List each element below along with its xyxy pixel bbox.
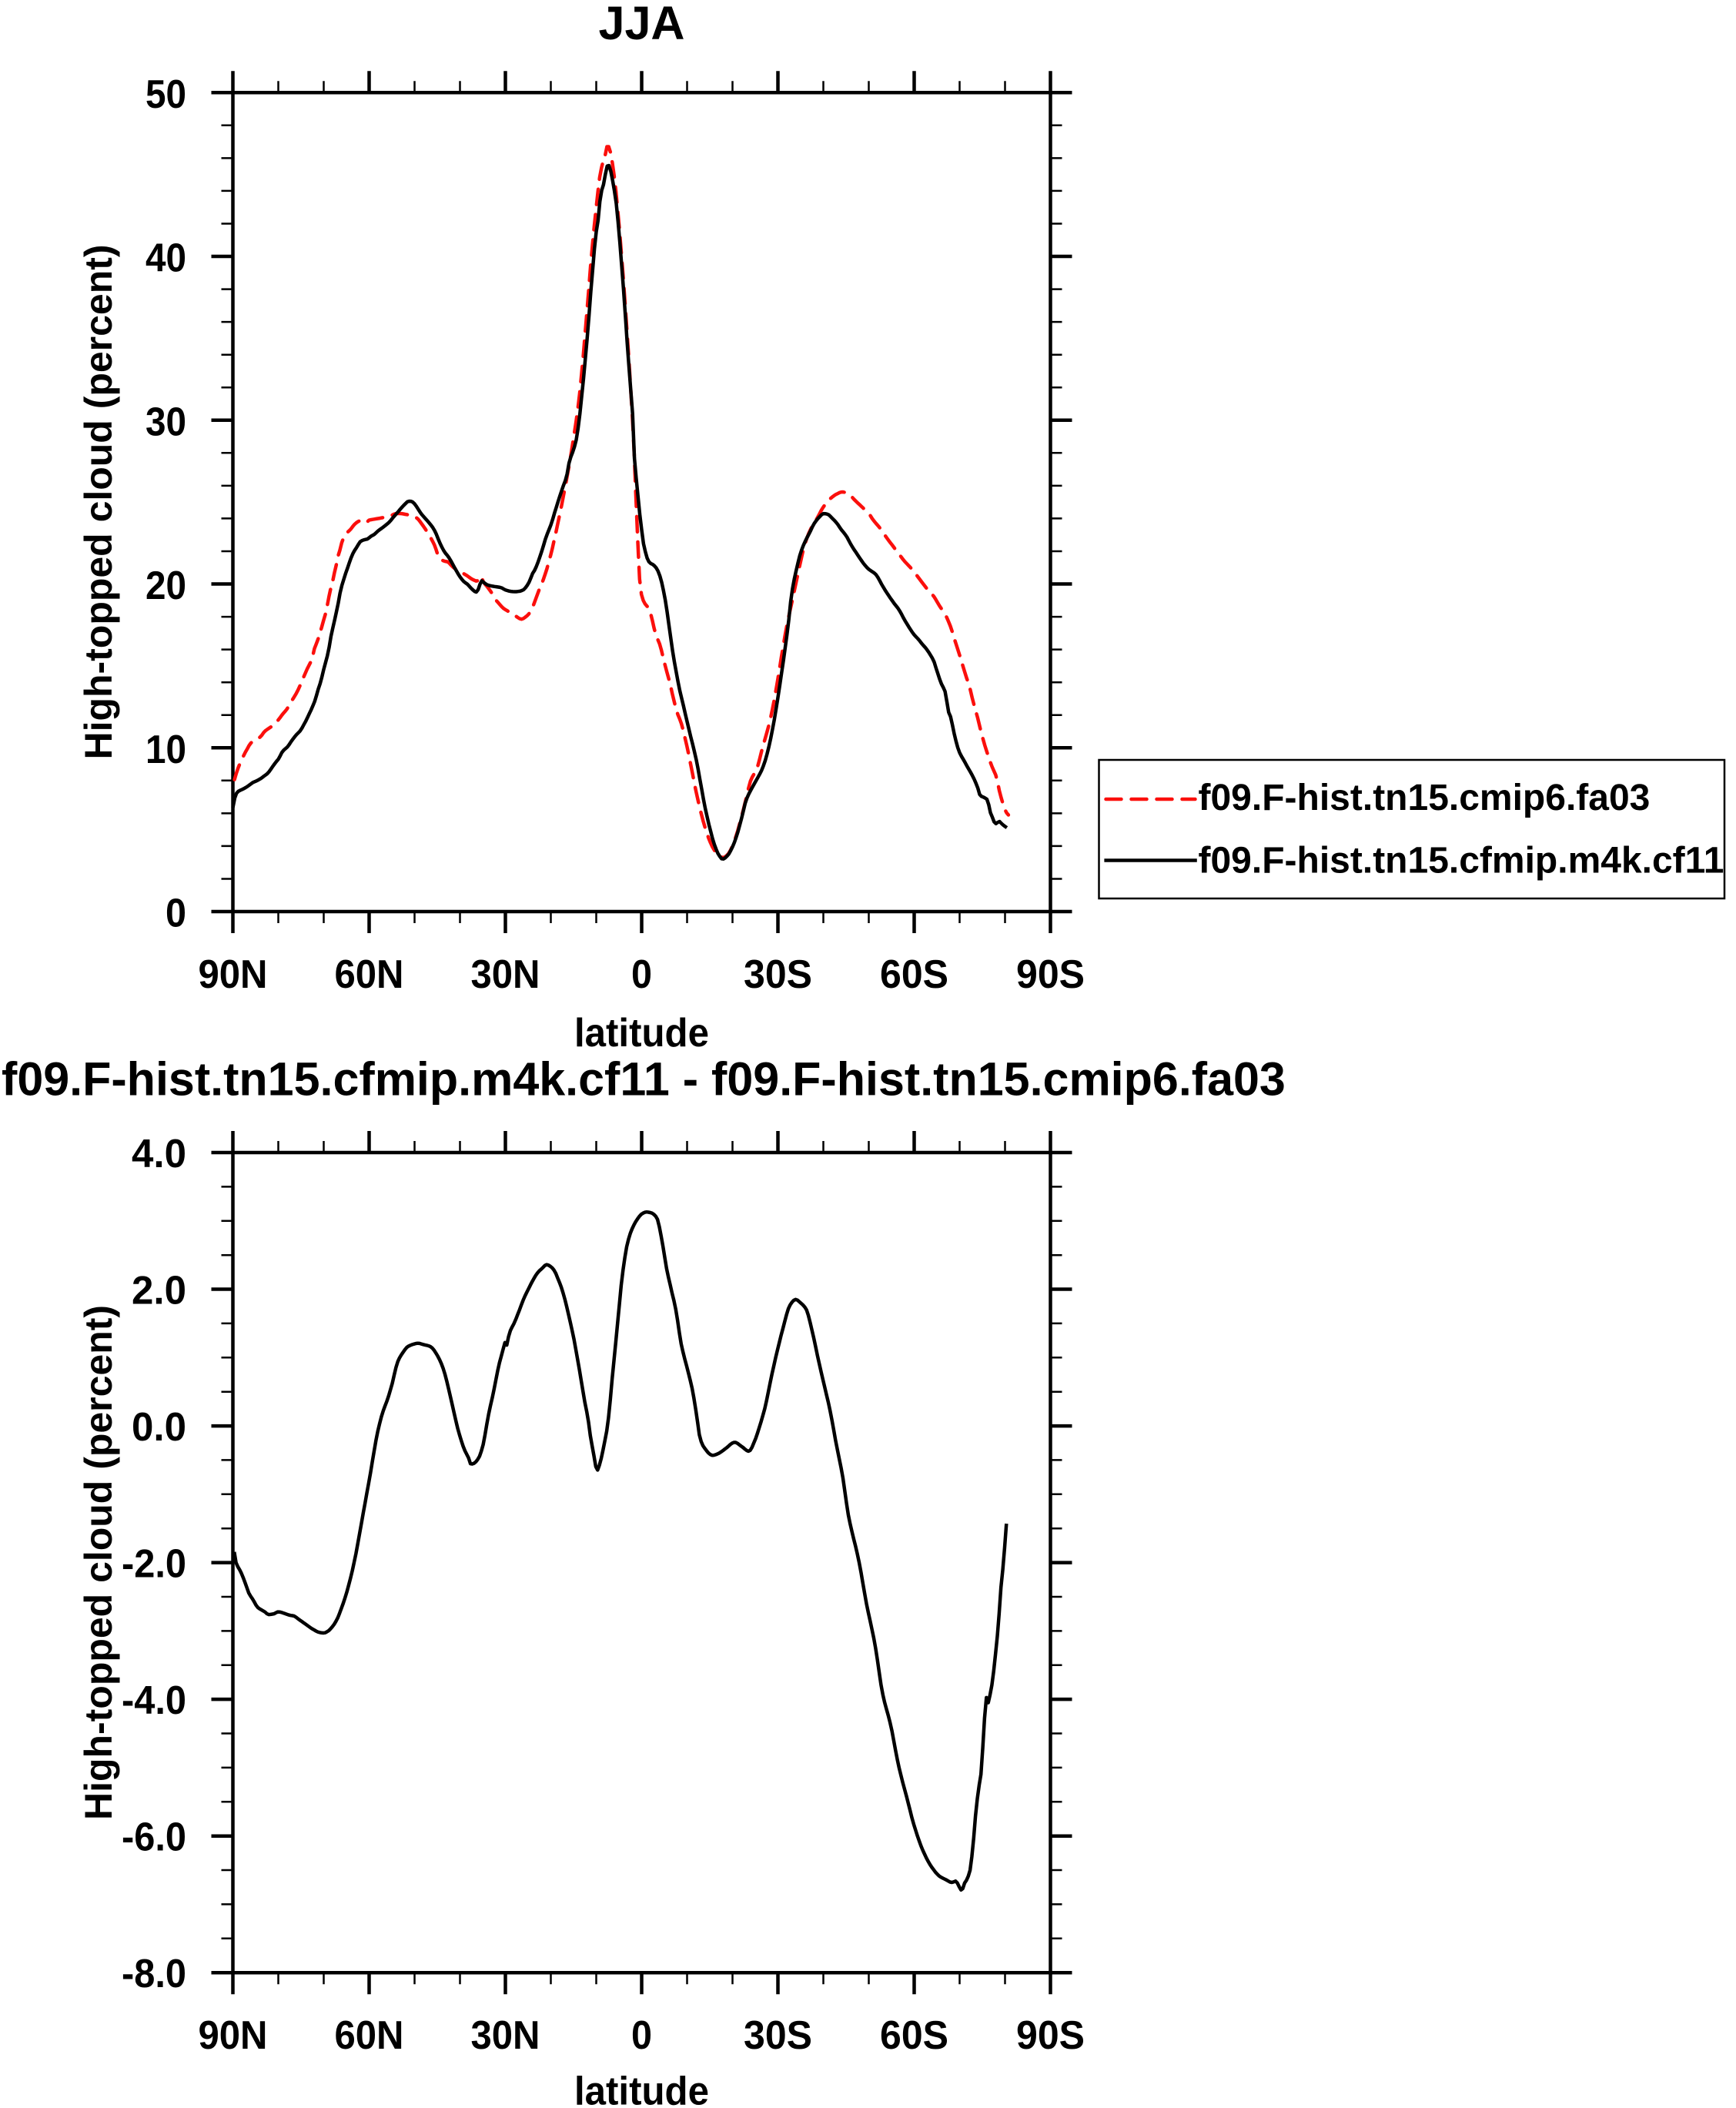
svg-text:30N: 30N <box>471 2013 540 2058</box>
svg-text:0: 0 <box>166 892 186 936</box>
svg-text:High-topped cloud (percent): High-topped cloud (percent) <box>77 245 120 760</box>
svg-text:60S: 60S <box>880 952 948 997</box>
svg-text:latitude: latitude <box>574 2070 709 2108</box>
svg-text:latitude: latitude <box>574 1011 709 1056</box>
svg-text:f09.F-hist.tn15.cfmip.m4k.cf11: f09.F-hist.tn15.cfmip.m4k.cf11 - f09.F-h… <box>2 1053 1286 1106</box>
svg-text:f09.F-hist.tn15.cfmip.m4k.cf11: f09.F-hist.tn15.cfmip.m4k.cf11 <box>1199 841 1724 882</box>
svg-text:90N: 90N <box>199 2013 268 2058</box>
svg-text:50: 50 <box>146 72 186 117</box>
svg-text:20: 20 <box>146 564 186 608</box>
svg-text:30N: 30N <box>471 952 540 997</box>
svg-text:-2.0: -2.0 <box>122 1542 186 1587</box>
svg-text:0.0: 0.0 <box>132 1405 186 1450</box>
svg-text:f09.F-hist.tn15.cmip6.fa03: f09.F-hist.tn15.cmip6.fa03 <box>1199 778 1651 818</box>
svg-text:40: 40 <box>146 236 186 281</box>
svg-text:4.0: 4.0 <box>132 1132 186 1176</box>
svg-text:90S: 90S <box>1016 952 1085 997</box>
svg-text:-8.0: -8.0 <box>122 1952 186 1996</box>
svg-text:-4.0: -4.0 <box>122 1678 186 1723</box>
svg-text:90N: 90N <box>199 952 268 997</box>
svg-text:90S: 90S <box>1016 2013 1085 2058</box>
svg-text:2.0: 2.0 <box>132 1269 186 1313</box>
svg-text:High-topped cloud (percent): High-topped cloud (percent) <box>77 1305 120 1820</box>
svg-text:30: 30 <box>146 400 186 444</box>
svg-text:60N: 60N <box>335 952 404 997</box>
svg-text:60S: 60S <box>880 2013 948 2058</box>
svg-text:60N: 60N <box>335 2013 404 2058</box>
svg-text:30S: 30S <box>744 952 812 997</box>
svg-text:0: 0 <box>631 952 652 997</box>
svg-text:10: 10 <box>146 728 186 772</box>
svg-text:JJA: JJA <box>599 0 685 50</box>
svg-text:30S: 30S <box>744 2013 812 2058</box>
svg-text:0: 0 <box>631 2013 652 2058</box>
svg-text:-6.0: -6.0 <box>122 1815 186 1860</box>
